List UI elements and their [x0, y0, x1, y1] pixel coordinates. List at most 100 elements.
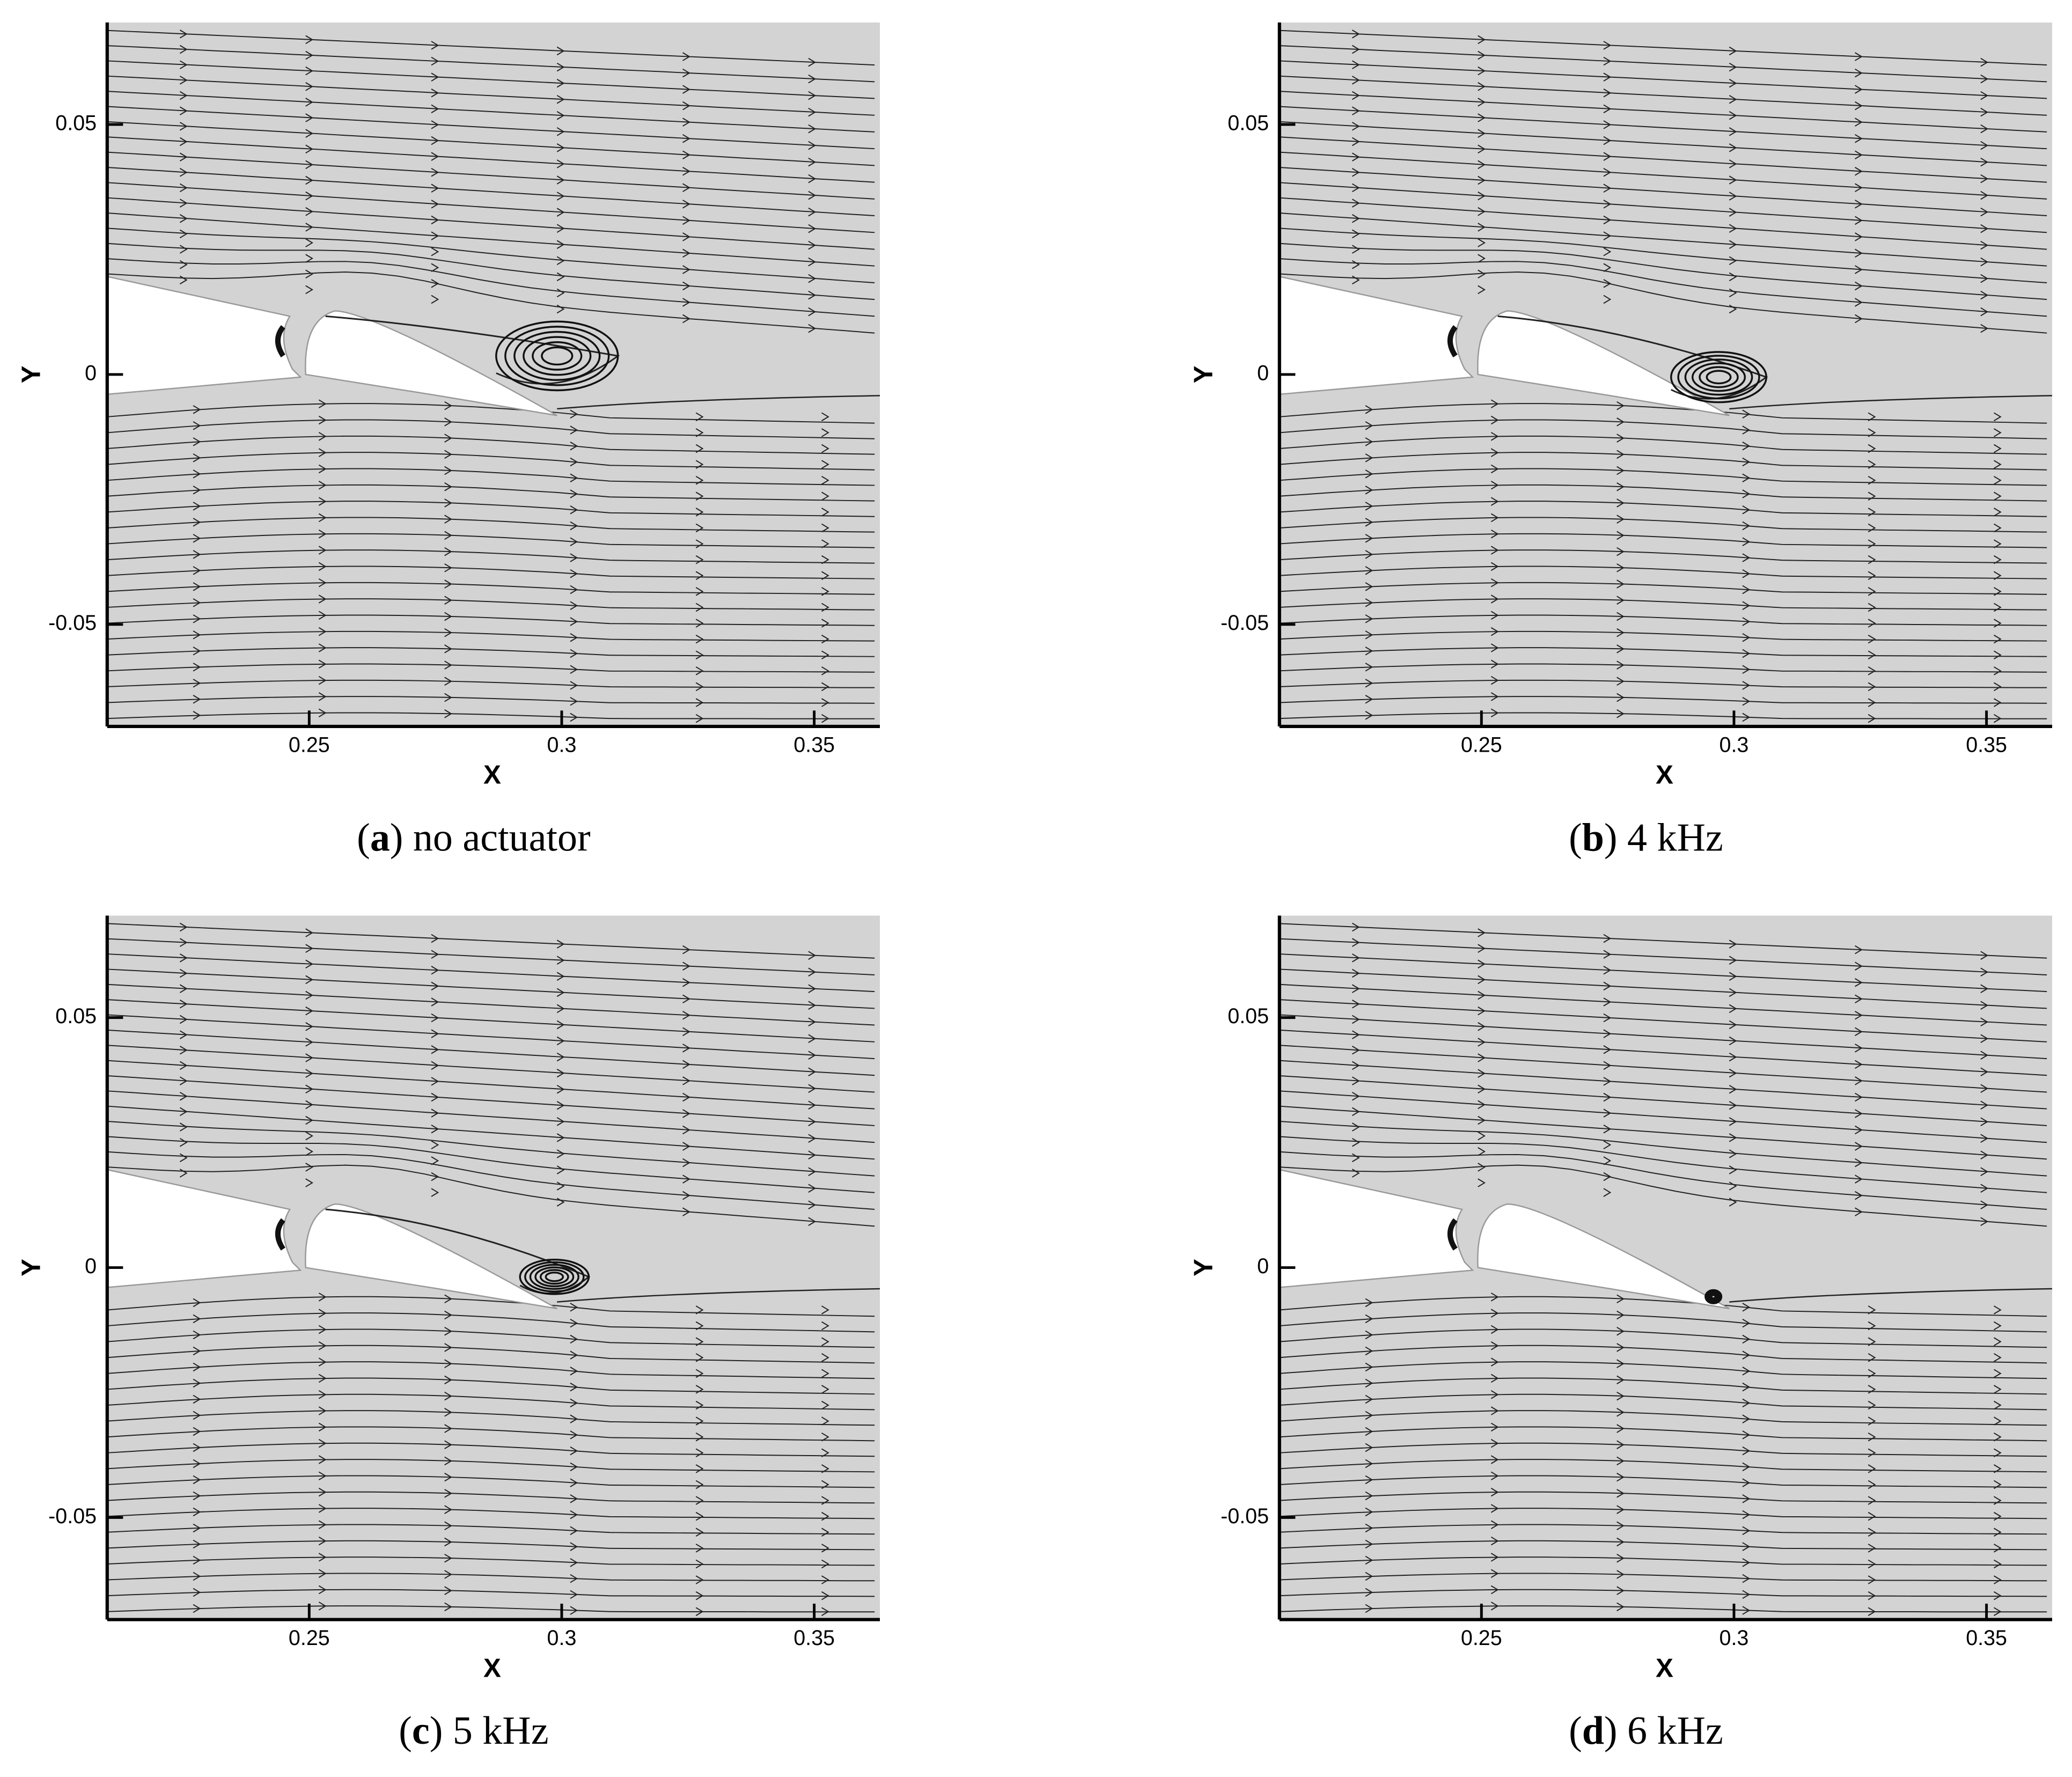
flow-arrow: [1993, 428, 2002, 437]
panel: 0.25 0.3 0.35 -0.05 0 0.05 X Y (d) 6 kHz: [1189, 915, 2052, 1753]
flow-arrow: [193, 1523, 201, 1533]
flow-arrow: [1855, 1044, 1863, 1053]
caption-part: (: [399, 1709, 412, 1753]
flow-arrow: [1729, 1181, 1737, 1191]
flow-arrow: [1490, 1422, 1499, 1432]
flow-arrow: [193, 711, 201, 720]
streamline: [1279, 1136, 2047, 1193]
flow-arrow: [1478, 254, 1486, 263]
streamline: [1279, 1345, 2047, 1364]
caption: (c) 5 kHz: [399, 1709, 548, 1753]
flow-arrow: [1617, 515, 1625, 524]
flow-arrow: [695, 1400, 704, 1410]
flow-arrow: [1729, 192, 1737, 201]
flow-arrow: [1617, 1505, 1625, 1514]
flow-arrow: [444, 1521, 452, 1531]
flow-arrow: [444, 531, 452, 540]
flow-arrow: [1729, 1149, 1737, 1158]
flow-arrow: [1478, 1038, 1486, 1047]
flow-arrow: [1742, 1414, 1751, 1423]
flow-arrow: [1742, 713, 1751, 722]
main-element: [1477, 1203, 1730, 1310]
flow-arrow: [1855, 1109, 1863, 1118]
flow-arrow: [556, 1165, 565, 1174]
flow-arrow: [318, 1325, 327, 1334]
flow-arrow: [1351, 1076, 1360, 1085]
flow-arrow: [570, 409, 578, 419]
caption-part: (: [357, 816, 370, 860]
flow-arrow: [1868, 1607, 1876, 1616]
flow-arrow: [821, 444, 829, 453]
flow-arrow: [1729, 956, 1737, 965]
caption-part: ): [1604, 1709, 1618, 1753]
flow-arrow: [444, 1424, 452, 1433]
flow-arrow: [1365, 1507, 1373, 1517]
caption-part: c: [412, 1709, 430, 1753]
flow-arrow: [1603, 966, 1612, 975]
flow-arrow: [821, 412, 829, 422]
flow-arrow: [1868, 475, 1876, 485]
flow-arrow: [1365, 518, 1373, 527]
wake: [557, 1288, 880, 1303]
x-axis-label: X: [1656, 760, 1673, 790]
flow-arrow: [1365, 1572, 1373, 1581]
flow-arrow: [1729, 1068, 1737, 1078]
flow-arrow: [1617, 660, 1625, 670]
flow-arrow: [444, 498, 452, 508]
flow-arrow: [444, 1391, 452, 1401]
x-tick-label: 0.3: [547, 733, 577, 757]
flow-arrow: [1365, 1443, 1373, 1452]
flow-arrow: [318, 1585, 327, 1595]
flow-arrow: [556, 272, 565, 282]
flow-arrow: [808, 1001, 817, 1010]
flow-arrow: [695, 1369, 704, 1378]
flow-arrow: [556, 78, 565, 88]
flow-arrow: [193, 518, 201, 527]
flow-arrow: [682, 1011, 690, 1020]
flow-arrow: [305, 1053, 313, 1062]
streamline: [1279, 435, 2047, 455]
flow-arrow: [1993, 1480, 2002, 1489]
streamline: [1279, 60, 2047, 99]
flow-arrow: [318, 1455, 327, 1464]
streamline: [107, 923, 875, 959]
flow-arrow: [179, 1061, 188, 1070]
flow-arrow: [1351, 1046, 1360, 1055]
flow-arrow: [1868, 444, 1876, 453]
flow-arrow: [556, 1181, 565, 1191]
flow-arrow: [318, 1309, 327, 1318]
x-axis-label: X: [1656, 1653, 1673, 1683]
flow-arrow: [193, 614, 201, 623]
slat: [107, 1169, 302, 1288]
flow-arrow: [431, 136, 439, 145]
flow-arrow: [1855, 1060, 1863, 1069]
flow-arrow: [318, 1520, 327, 1530]
vortex: [519, 1259, 590, 1295]
flow-arrow: [1603, 263, 1612, 273]
flow-arrow: [1729, 288, 1737, 298]
flow-arrow: [1603, 981, 1612, 991]
flow-arrow: [821, 1337, 829, 1346]
flow-arrow: [1993, 682, 2002, 692]
flow-arrow: [179, 76, 188, 85]
streamline: [107, 953, 875, 993]
flow-arrow: [1490, 578, 1499, 588]
flow-arrow: [1868, 539, 1876, 548]
x-axis-label: X: [483, 760, 501, 790]
flow-arrow: [179, 137, 188, 146]
flow-arrow: [1478, 269, 1486, 279]
flow-arrow: [570, 1574, 578, 1583]
flow-arrow: [695, 603, 704, 612]
flow-arrow: [179, 1046, 188, 1055]
flow-arrow: [179, 45, 188, 54]
flow-arrow: [1742, 1606, 1751, 1615]
flow-arrow: [431, 1156, 439, 1165]
flow-arrow: [1729, 240, 1737, 249]
x-tick-label: 0.35: [793, 733, 835, 757]
flow-arrow: [808, 1184, 817, 1193]
vortex: [513, 331, 601, 381]
flow-arrow: [682, 1076, 690, 1085]
flow-arrow: [570, 1318, 578, 1328]
flow-arrow: [193, 1394, 201, 1404]
flow-arrow: [556, 972, 565, 981]
